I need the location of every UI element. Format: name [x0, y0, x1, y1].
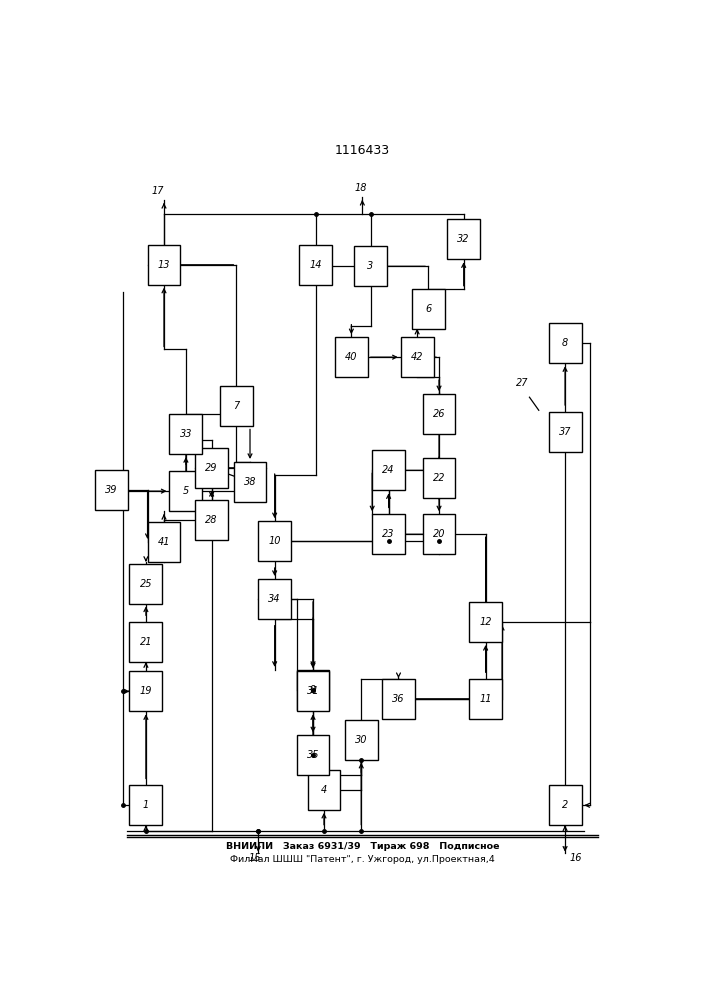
- Text: 22: 22: [433, 473, 445, 483]
- Bar: [129, 671, 163, 711]
- Text: 10: 10: [269, 536, 281, 546]
- Text: 20: 20: [433, 529, 445, 539]
- Bar: [549, 323, 582, 363]
- Bar: [220, 386, 253, 426]
- Text: 40: 40: [345, 352, 358, 362]
- Text: 1116433: 1116433: [335, 144, 390, 157]
- Bar: [354, 246, 387, 286]
- Bar: [469, 679, 502, 719]
- Bar: [448, 219, 480, 259]
- Bar: [195, 500, 228, 540]
- Text: 36: 36: [392, 694, 404, 704]
- Text: 17: 17: [152, 186, 165, 196]
- Text: 39: 39: [105, 485, 117, 495]
- Text: 28: 28: [206, 515, 218, 525]
- Bar: [549, 785, 582, 825]
- Text: 42: 42: [411, 352, 423, 362]
- Bar: [372, 514, 405, 554]
- Text: 30: 30: [355, 735, 368, 745]
- Text: 26: 26: [433, 409, 445, 419]
- Bar: [297, 671, 329, 711]
- Text: 27: 27: [516, 378, 528, 388]
- Text: 34: 34: [269, 594, 281, 604]
- Bar: [129, 785, 163, 825]
- Text: 35: 35: [307, 750, 320, 760]
- Text: 11: 11: [479, 694, 492, 704]
- Text: 25: 25: [140, 579, 152, 589]
- Bar: [382, 679, 415, 719]
- Text: 13: 13: [158, 260, 170, 270]
- Text: 1: 1: [143, 800, 149, 810]
- Text: 41: 41: [158, 537, 170, 547]
- Text: 37: 37: [559, 427, 571, 437]
- Text: 21: 21: [140, 637, 152, 647]
- Text: 23: 23: [382, 529, 395, 539]
- Text: 18: 18: [354, 183, 367, 193]
- Bar: [233, 462, 267, 502]
- Bar: [129, 622, 163, 662]
- Text: 15: 15: [248, 853, 261, 863]
- Text: 32: 32: [457, 234, 470, 244]
- Text: 12: 12: [479, 617, 492, 627]
- Text: Филмал ШШШ "Патент", г. Ужгород, ул.Проектная,4: Филмал ШШШ "Патент", г. Ужгород, ул.Прое…: [230, 855, 495, 864]
- Text: 7: 7: [233, 401, 240, 411]
- Text: 31: 31: [307, 686, 320, 696]
- Bar: [372, 450, 405, 490]
- Bar: [170, 414, 202, 454]
- Bar: [297, 670, 329, 710]
- Bar: [423, 458, 455, 498]
- Text: 24: 24: [382, 465, 395, 475]
- Text: 19: 19: [140, 686, 152, 696]
- Bar: [170, 471, 202, 511]
- Text: 4: 4: [321, 785, 327, 795]
- Text: 9: 9: [310, 685, 316, 695]
- Bar: [345, 720, 378, 760]
- Bar: [411, 289, 445, 329]
- Bar: [129, 564, 163, 604]
- Text: 8: 8: [562, 338, 568, 348]
- Text: 3: 3: [368, 261, 374, 271]
- Text: ВНИИПИ   Заказ 6931/39   Тираж 698   Подписное: ВНИИПИ Заказ 6931/39 Тираж 698 Подписное: [226, 842, 499, 851]
- Bar: [148, 522, 180, 562]
- Text: 14: 14: [310, 260, 322, 270]
- Text: 38: 38: [244, 477, 256, 487]
- Text: 29: 29: [206, 463, 218, 473]
- Bar: [148, 245, 180, 285]
- Bar: [195, 448, 228, 488]
- Bar: [297, 735, 329, 775]
- Text: 6: 6: [425, 304, 431, 314]
- Bar: [423, 514, 455, 554]
- Text: 2: 2: [562, 800, 568, 810]
- Bar: [258, 579, 291, 619]
- Bar: [299, 245, 332, 285]
- Bar: [469, 602, 502, 642]
- Text: 16: 16: [569, 853, 582, 863]
- Bar: [401, 337, 433, 377]
- Text: 5: 5: [183, 486, 189, 496]
- Bar: [335, 337, 368, 377]
- Bar: [423, 394, 455, 434]
- Bar: [95, 470, 128, 510]
- Bar: [549, 412, 582, 452]
- Bar: [308, 770, 341, 810]
- Text: 33: 33: [180, 429, 192, 439]
- Bar: [258, 521, 291, 561]
